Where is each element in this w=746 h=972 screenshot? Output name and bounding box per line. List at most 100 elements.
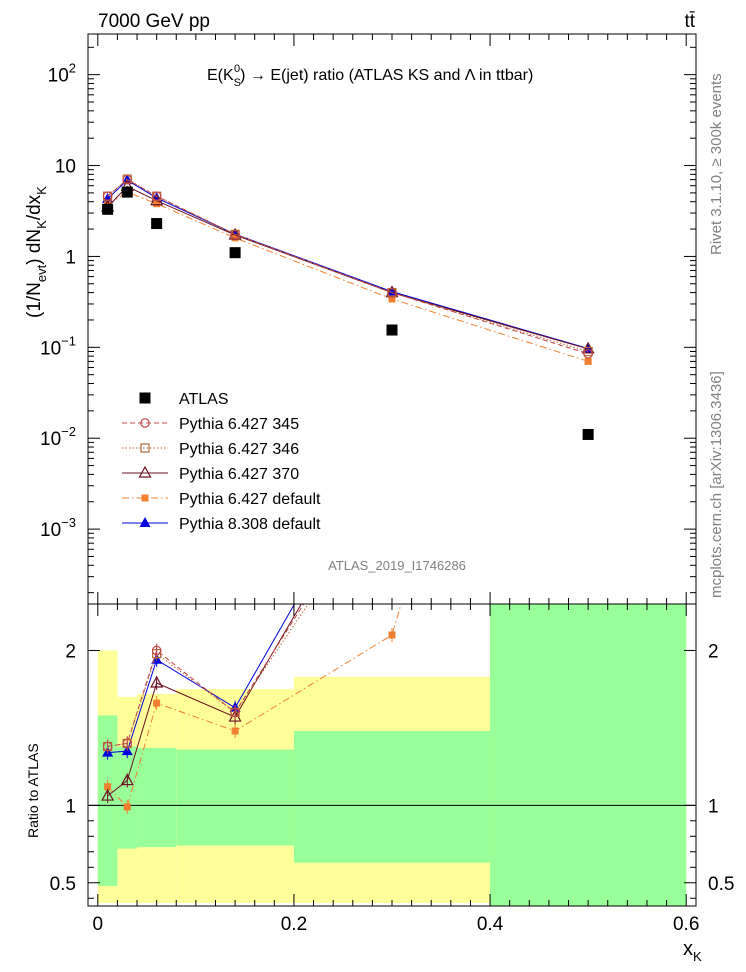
y-tick-label: 10−3 [40, 515, 76, 541]
ratio-line-pythia-6-427-345 [107, 604, 305, 747]
legend-label: Pythia 6.427 345 [179, 416, 299, 433]
data-point-atlas [582, 428, 594, 440]
series-atlas [102, 186, 594, 440]
ratio-point-pythia-6-427-370 [101, 788, 115, 801]
data-point-pythia-6-427-345 [230, 229, 240, 240]
ratio-y-tick-label-right: 2 [708, 641, 719, 662]
x-tick-label: 0.4 [477, 914, 504, 935]
legend-marker [139, 517, 151, 527]
data-point-pythia-6-427-345 [583, 348, 593, 359]
ratio-y-tick-label-left: 1 [65, 796, 76, 817]
legend-entry-pythia-8-308-default: Pythia 8.308 default [122, 516, 321, 533]
header-process-label: tt̄ [684, 11, 695, 32]
ratio-point-pythia-6-427-default [388, 631, 396, 639]
uncertainty-band-green [176, 749, 294, 846]
y-tick-label-exponent: −2 [61, 424, 76, 439]
rivet-version-label: Rivet 3.1.10, ≥ 300k events [708, 73, 725, 255]
y-tick-label: 10−1 [40, 333, 76, 359]
legend-label: Pythia 6.427 346 [179, 441, 299, 458]
ratio-line-pythia-6-427-default [107, 604, 402, 808]
data-point-atlas [151, 218, 163, 230]
y-tick-label-exponent: −3 [61, 515, 76, 530]
x-tick-label: 0 [93, 914, 104, 935]
y-tick-label-base: 10 [48, 66, 69, 87]
legend-marker [140, 443, 150, 453]
ratio-point-pythia-6-427-345 [122, 738, 133, 749]
uncertainty-band-green [137, 748, 177, 848]
ratio-point-pythia-6-427-345 [230, 707, 240, 718]
data-point-pythia-6-427-345 [122, 174, 133, 185]
ratio-point-pythia-6-427-370 [150, 675, 164, 688]
data-point-atlas [386, 324, 398, 336]
mcplots-label: mcplots.cern.ch [arXiv:1306.3436] [708, 371, 725, 598]
uncertainty-band-green [490, 604, 687, 906]
ratio-y-tick-label-right: 1 [708, 796, 719, 817]
data-point-pythia-6-427-345 [387, 287, 397, 298]
y-tick-label-base: 10 [40, 429, 61, 450]
legend-marker [139, 392, 151, 404]
y-tick-label-exponent: 2 [69, 61, 76, 76]
legend-marker [140, 418, 150, 428]
series-line-pythia-6-427-345 [107, 179, 589, 355]
y-tick-label: 10 [55, 157, 76, 178]
ratio-y-axis-label: Ratio to ATLAS [25, 743, 41, 838]
x-axis-label: xK [683, 938, 702, 964]
uncertainty-band-green [293, 730, 491, 863]
legend-entry-pythia-6-427-346: Pythia 6.427 346 [122, 441, 299, 458]
legend-label: Pythia 6.427 default [179, 491, 321, 508]
ratio-y-tick-label-left: 0.5 [50, 874, 76, 895]
uncertainty-band-green [117, 746, 138, 849]
main-title: E(KS0) → E(jet) ratio (ATLAS KS and Λ in… [207, 63, 533, 89]
legend-marker [141, 494, 149, 502]
y-tick-label-base: 10 [40, 520, 61, 541]
legend-entry-pythia-6-427-default: Pythia 6.427 default [122, 491, 321, 508]
legend-entry-pythia-6-427-345: Pythia 6.427 345 [122, 416, 299, 433]
header-energy-label: 7000 GeV pp [98, 11, 210, 32]
y-tick-label-exponent: −1 [61, 333, 76, 348]
ratio-point-pythia-6-427-default [123, 803, 131, 811]
ratio-point-pythia-6-427-default [104, 783, 112, 791]
ratio-point-pythia-6-427-default [153, 699, 161, 707]
main-y-axis-label: (1/Nevt) dNK/dxK [24, 186, 49, 318]
ratio-line-pythia-6-427-370 [107, 604, 302, 797]
legend-label: Pythia 6.427 370 [179, 466, 299, 483]
series-line-pythia-6-427-370 [107, 185, 589, 350]
ratio-series-pythia-6-427-345 [102, 604, 305, 754]
ratio-point-pythia-6-427-370 [120, 773, 134, 786]
data-point-pythia-6-427-345 [102, 191, 113, 201]
legend-label: ATLAS [179, 391, 229, 408]
data-point-pythia-6-427-default [584, 357, 592, 365]
x-tick-label: 0.2 [281, 914, 307, 935]
y-tick-label-base: 1 [65, 247, 76, 268]
data-point-atlas [229, 247, 241, 259]
series-pythia-6-427-345 [102, 174, 593, 359]
legend-marker [138, 465, 152, 478]
ratio-plot-panel: 0 0.2 0.4 0.6 0.5 0.5 1 1 2 2 Ratio to ATLAS xK [25, 603, 734, 964]
data-point-atlas [102, 203, 114, 215]
y-tick-label: 1 [65, 247, 76, 268]
ratio-point-pythia-6-427-345 [102, 741, 113, 752]
data-point-pythia-6-427-345 [151, 191, 162, 201]
ratio-y-tick-label-right: 0.5 [708, 874, 734, 895]
series-line-pythia-6-427-346 [107, 178, 589, 352]
series-pythia-8-308-default [102, 174, 594, 353]
legend-label: Pythia 8.308 default [179, 516, 321, 533]
ratio-y-tick-label-left: 2 [65, 641, 76, 662]
y-tick-label: 10−2 [40, 424, 76, 450]
legend: ATLAS Pythia 6.427 345 Pythia 6.427 346 Pyt… [122, 391, 321, 533]
ratio-series-pythia-6-427-default [104, 604, 402, 814]
y-tick-label: 102 [48, 61, 76, 87]
data-point-atlas [121, 186, 133, 198]
ratio-point-pythia-6-427-default [231, 727, 239, 735]
data-point-pythia-6-427-default [153, 200, 161, 208]
y-tick-label-base: 10 [55, 157, 76, 178]
x-tick-label: 0.6 [673, 914, 699, 935]
analysis-watermark: ATLAS_2019_I1746286 [328, 558, 466, 573]
legend-entry-pythia-6-427-370: Pythia 6.427 370 [122, 465, 299, 483]
data-point-pythia-6-427-default [388, 295, 396, 303]
legend-entry-atlas: ATLAS [139, 391, 229, 408]
ratio-point-pythia-6-427-345 [151, 645, 162, 656]
y-tick-label-base: 10 [40, 338, 61, 359]
